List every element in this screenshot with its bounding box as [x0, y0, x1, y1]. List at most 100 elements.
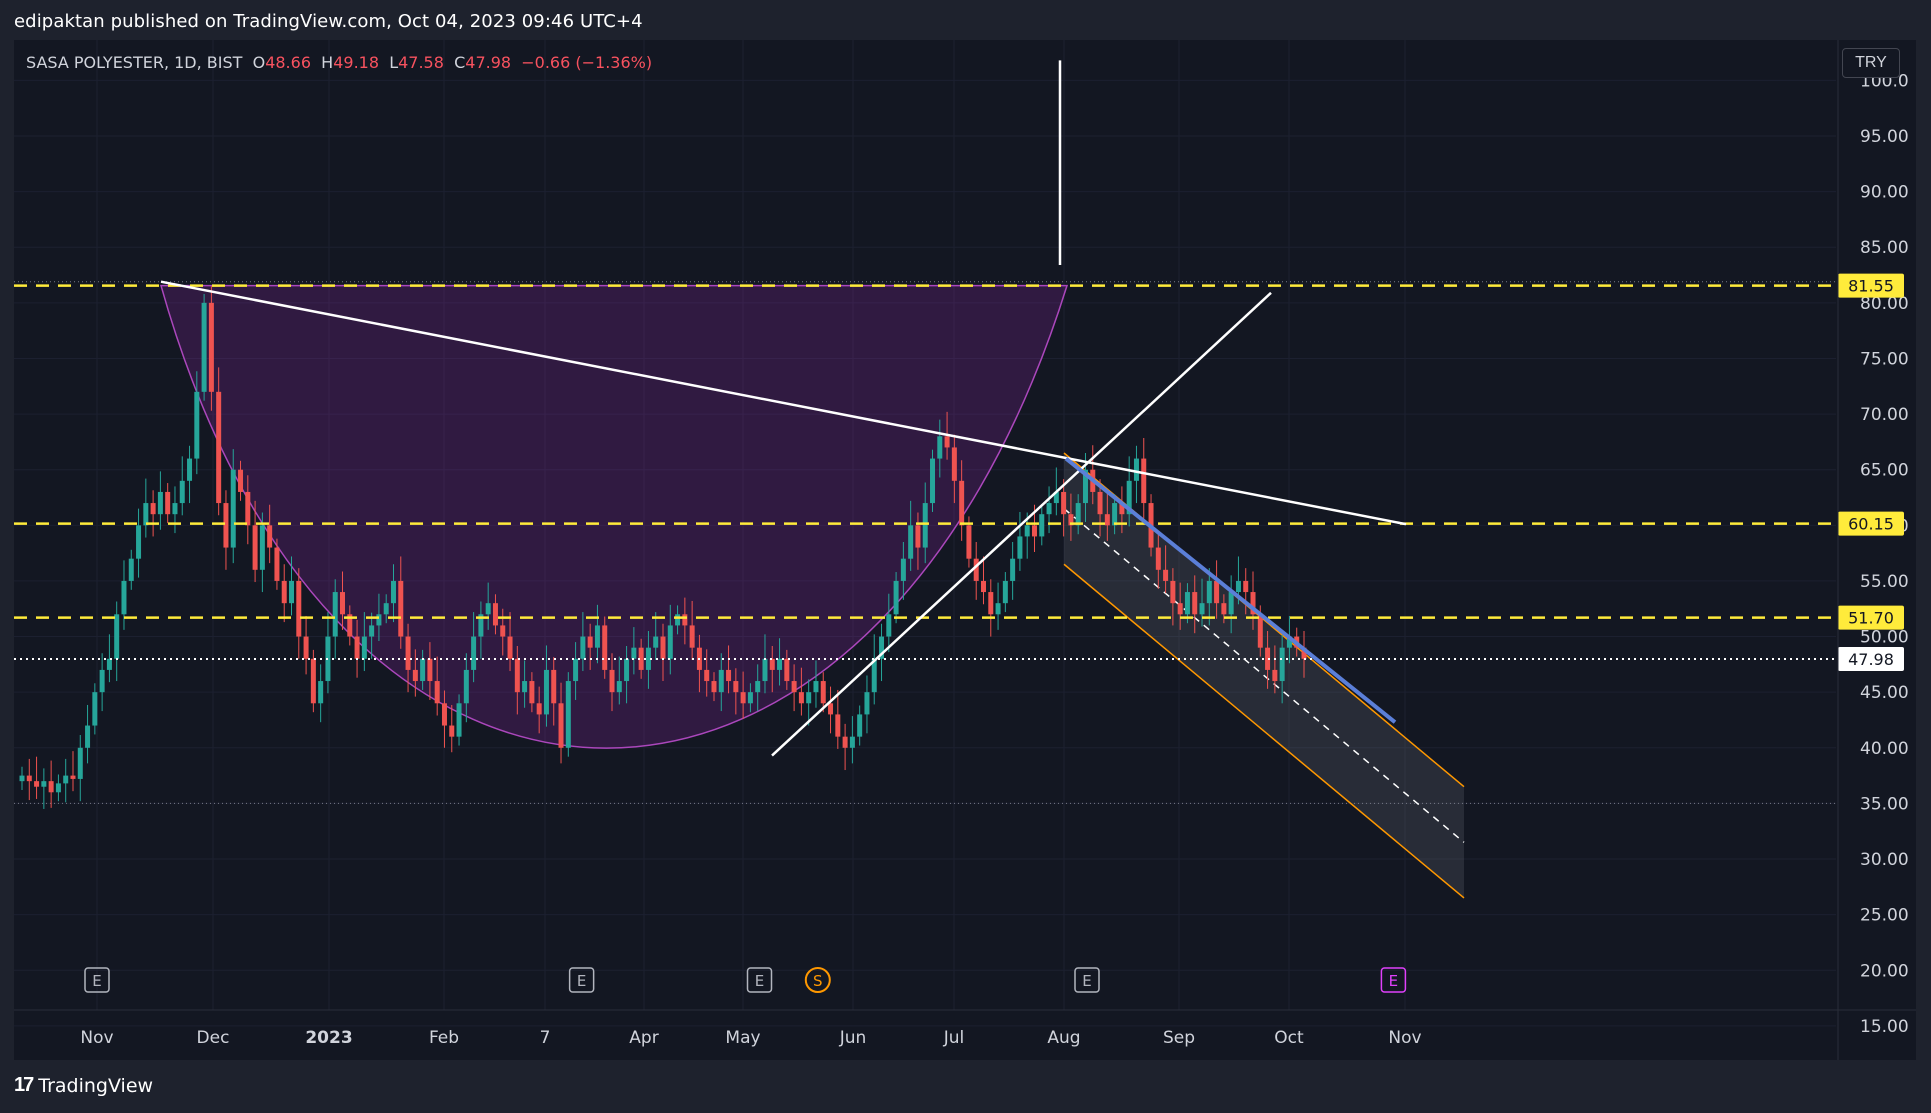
- candle-body: [441, 703, 447, 726]
- candle-body: [966, 525, 972, 559]
- candle-body: [354, 636, 360, 659]
- price-chart[interactable]: 100.095.0090.0085.0080.0075.0070.0065.00…: [14, 40, 1916, 1060]
- tradingview-brand[interactable]: 17 TradingView: [14, 1074, 153, 1097]
- earnings-event-marker: [746, 967, 773, 993]
- candle-body: [1192, 592, 1198, 615]
- brand-name: TradingView: [38, 1074, 154, 1097]
- candle-body: [296, 580, 302, 637]
- candle-body: [645, 647, 651, 670]
- candle-body: [150, 503, 156, 515]
- candle-body: [34, 781, 40, 787]
- footer: 17 TradingView: [0, 1060, 1931, 1113]
- candle-body: [1184, 592, 1190, 615]
- x-tick-label: Apr: [629, 1028, 658, 1048]
- candle-body: [114, 614, 120, 659]
- price-level-badge: [1838, 511, 1904, 536]
- x-tick-label: Nov: [80, 1028, 113, 1048]
- candle-body: [1119, 503, 1125, 515]
- candle-body: [281, 580, 287, 604]
- candle-body: [981, 580, 986, 593]
- candle-body: [420, 658, 426, 682]
- candle-body: [427, 658, 433, 682]
- candle-body: [1301, 647, 1307, 659]
- candle-body: [318, 681, 324, 704]
- candle-body: [653, 636, 659, 648]
- candle-body: [791, 681, 797, 693]
- candle-body: [449, 725, 455, 737]
- candle-body: [689, 625, 695, 648]
- candle-body: [259, 525, 265, 570]
- candle-body: [675, 614, 681, 626]
- candle-body: [937, 436, 943, 459]
- candle-body: [798, 692, 804, 704]
- candle-body: [1221, 603, 1227, 615]
- candle-body: [1286, 636, 1292, 648]
- currency-button[interactable]: TRY: [1842, 48, 1900, 78]
- candle-body: [718, 669, 724, 693]
- candle-body: [813, 681, 819, 693]
- legend-high: 49.18: [333, 53, 380, 72]
- candle-body: [704, 669, 710, 682]
- candle-body: [1082, 469, 1088, 504]
- legend-open-label: O: [252, 53, 266, 72]
- candle-body: [594, 625, 600, 648]
- candle-body: [216, 391, 222, 504]
- price-level-label: 51.70: [1848, 609, 1894, 628]
- candle-body: [376, 614, 382, 626]
- candle-body: [390, 580, 396, 604]
- price-level-label: 81.55: [1848, 277, 1894, 296]
- chart-area[interactable]: 100.0 95.00 90.00 85.00 80.00 75.00 70.00 65.00…: [14, 40, 1916, 1060]
- candle-body: [369, 625, 375, 637]
- candle-body: [1155, 547, 1161, 570]
- y-tick-label: 45.00: [1860, 683, 1909, 703]
- candle-body: [26, 775, 32, 782]
- x-tick-label: Nov: [1388, 1028, 1421, 1048]
- candle-body: [1024, 525, 1030, 537]
- candle-body: [835, 714, 841, 737]
- candle-body: [106, 658, 112, 670]
- earnings-event-marker: [84, 967, 110, 993]
- y-tick-label: 50.00: [1860, 628, 1909, 648]
- candle-body: [471, 636, 477, 670]
- candle-body: [310, 658, 316, 704]
- candle-body: [500, 625, 506, 637]
- candle-body: [1061, 491, 1067, 515]
- y-tick-label: 85.00: [1860, 238, 1909, 258]
- candle-body: [900, 558, 906, 581]
- earnings-event-marker: [1074, 967, 1100, 993]
- candle-body: [1002, 580, 1008, 604]
- y-tick-label: 35.00: [1860, 794, 1909, 814]
- candle-body: [1235, 580, 1241, 593]
- candle-body: [828, 703, 834, 715]
- candle-body: [245, 491, 251, 526]
- candle-body: [238, 469, 244, 492]
- legend-close-label: C: [454, 53, 466, 72]
- candle-body: [412, 669, 418, 682]
- earnings-event-marker: [1380, 967, 1407, 993]
- candle-body: [179, 480, 185, 504]
- candle-body: [1279, 647, 1285, 682]
- x-tick-label: Sep: [1163, 1028, 1195, 1048]
- earnings-event-marker: [568, 967, 595, 993]
- candle-body: [1133, 458, 1139, 481]
- candle-body: [128, 558, 134, 581]
- candle-body: [565, 681, 571, 748]
- candle-body: [252, 525, 258, 570]
- y-tick-label: 30.00: [1860, 850, 1909, 870]
- earnings-event-label: E: [92, 972, 101, 990]
- legend-symbol: SASA POLYESTER, 1D, BIST: [26, 53, 243, 72]
- symbol-legend: SASA POLYESTER, 1D, BIST O48.66 H49.18 L…: [26, 53, 652, 72]
- candle-body: [740, 692, 746, 704]
- legend-change: −0.66 (−1.36%): [521, 53, 653, 72]
- candle-body: [558, 703, 564, 748]
- x-tick-label: 2023: [305, 1028, 352, 1048]
- candle-body: [769, 658, 775, 670]
- candle-body: [1250, 592, 1256, 615]
- candle-body: [660, 636, 666, 659]
- candle-body: [1075, 503, 1081, 526]
- y-tick-label: 25.00: [1860, 906, 1909, 926]
- candle-body: [478, 614, 484, 637]
- candle-body: [1112, 503, 1118, 526]
- candle-body: [879, 636, 885, 659]
- candle-body: [573, 658, 579, 682]
